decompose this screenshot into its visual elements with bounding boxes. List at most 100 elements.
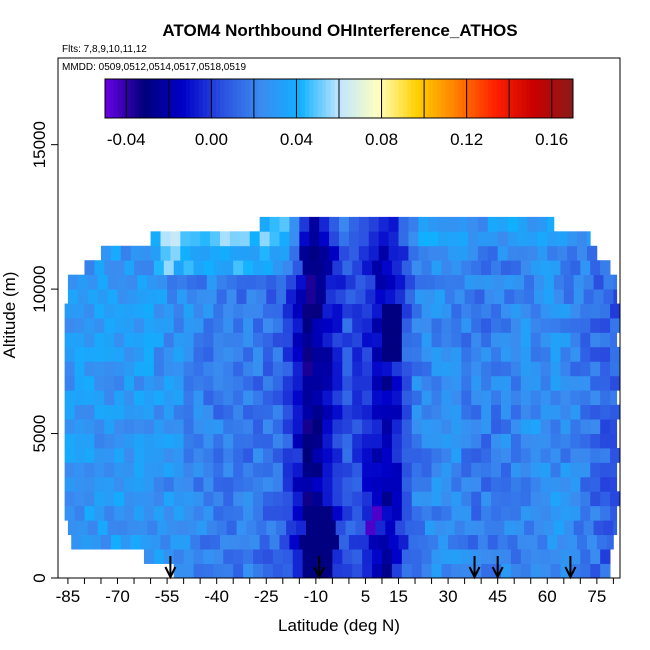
heatmap-cell	[163, 549, 175, 564]
heatmap-cell	[213, 318, 224, 333]
heatmap-cell	[497, 216, 508, 232]
heatmap-cell	[391, 404, 403, 420]
heatmap-cell	[312, 361, 323, 377]
heatmap-cell	[302, 260, 313, 276]
heatmap-cell	[372, 361, 383, 377]
heatmap-cell	[110, 534, 122, 550]
heatmap-cell	[134, 505, 145, 521]
heatmap-cell	[461, 419, 472, 434]
heatmap-cell	[391, 448, 403, 463]
heatmap-cell	[550, 476, 561, 492]
heatmap-cell	[431, 361, 442, 377]
colorbar-segment	[407, 79, 412, 118]
colorbar-segment	[449, 79, 455, 118]
colorbar-segment	[504, 79, 510, 118]
heatmap-cell	[590, 549, 601, 564]
heatmap-cell	[352, 433, 363, 449]
heatmap-cell	[365, 274, 376, 290]
heatmap-cell	[342, 361, 353, 377]
heatmap-cell	[143, 303, 155, 319]
heatmap-cell	[193, 346, 204, 362]
heatmap-cell	[253, 260, 264, 276]
heatmap-cell	[388, 245, 399, 261]
heatmap-cell	[491, 375, 502, 391]
heatmap-cell	[451, 462, 462, 478]
heatmap-cell	[262, 563, 274, 579]
heatmap-cell	[223, 361, 234, 377]
heatmap-cell	[348, 231, 360, 247]
heatmap-cell	[401, 332, 413, 348]
heatmap-cell	[253, 462, 264, 478]
heatmap-cell	[262, 476, 274, 492]
heatmap-cell	[497, 231, 508, 247]
heatmap-cell	[421, 419, 432, 434]
heatmap-cell	[332, 476, 343, 492]
colorbar-segment	[432, 79, 438, 118]
heatmap-cell	[491, 303, 502, 319]
heatmap-cell	[491, 346, 502, 362]
heatmap-cell	[401, 260, 413, 276]
heatmap-cell	[233, 260, 244, 276]
heatmap-cell	[352, 419, 363, 434]
heatmap-cell	[567, 231, 578, 247]
heatmap-cell	[391, 505, 403, 521]
heatmap-cell	[381, 375, 393, 391]
heatmap-cell	[431, 563, 442, 579]
heatmap-cell	[590, 419, 601, 434]
heatmap-cell	[510, 462, 522, 478]
heatmap-cell	[226, 274, 237, 290]
heatmap-cell	[213, 303, 224, 319]
heatmap-cell	[580, 563, 591, 579]
heatmap-cell	[534, 289, 545, 304]
heatmap-cell	[391, 419, 403, 434]
colorbar-segment	[105, 79, 110, 118]
heatmap-cell	[560, 303, 571, 319]
heatmap-cell	[500, 361, 512, 377]
heatmap-cell	[229, 245, 241, 261]
heatmap-cell	[124, 375, 135, 391]
heatmap-cell	[77, 274, 89, 290]
heatmap-cell	[385, 289, 396, 304]
heatmap-cell	[418, 534, 429, 550]
colorbar-segment	[496, 79, 502, 118]
heatmap-cell	[173, 303, 185, 319]
heatmap-cell	[481, 404, 492, 420]
colorbar-segment	[487, 79, 493, 118]
colorbar-segment	[394, 79, 400, 118]
heatmap-cell	[253, 375, 264, 391]
heatmap-cell	[458, 231, 469, 247]
heatmap-cell	[507, 534, 518, 550]
heatmap-cell	[97, 520, 108, 536]
heatmap-cell	[213, 433, 224, 449]
heatmap-cell	[213, 361, 224, 377]
heatmap-cell	[580, 505, 591, 521]
colorbar-segment	[313, 79, 319, 118]
heatmap-cell	[590, 448, 601, 463]
heatmap-cell	[610, 346, 621, 362]
heatmap-cell	[134, 476, 145, 492]
plot-area	[64, 216, 621, 579]
heatmap-cell	[134, 346, 145, 362]
x-axis: -85 -70 -55 -40 -25 -10 5 15 30 45 60 75	[56, 578, 614, 606]
heatmap-cell	[408, 245, 419, 261]
heatmap-cell	[213, 462, 224, 478]
heatmap-cell	[540, 505, 551, 521]
heatmap-cell	[606, 534, 614, 550]
colorbar-segment	[202, 79, 208, 118]
heatmap-cell	[520, 462, 532, 478]
heatmap-cell	[550, 448, 561, 463]
heatmap-cell	[332, 448, 343, 463]
heatmap-cell	[461, 563, 472, 579]
heatmap-cell	[481, 361, 492, 377]
heatmap-cell	[130, 245, 142, 261]
heatmap-cell	[173, 318, 185, 333]
heatmap-cell	[249, 231, 261, 247]
heatmap-cell	[120, 534, 132, 550]
heatmap-cell	[193, 375, 204, 391]
heatmap-cell	[246, 520, 257, 536]
heatmap-cell	[272, 433, 284, 449]
heatmap-cell	[305, 289, 317, 304]
heatmap-cell	[421, 346, 432, 362]
heatmap-cell	[534, 520, 545, 536]
heatmap-cell	[282, 318, 294, 333]
